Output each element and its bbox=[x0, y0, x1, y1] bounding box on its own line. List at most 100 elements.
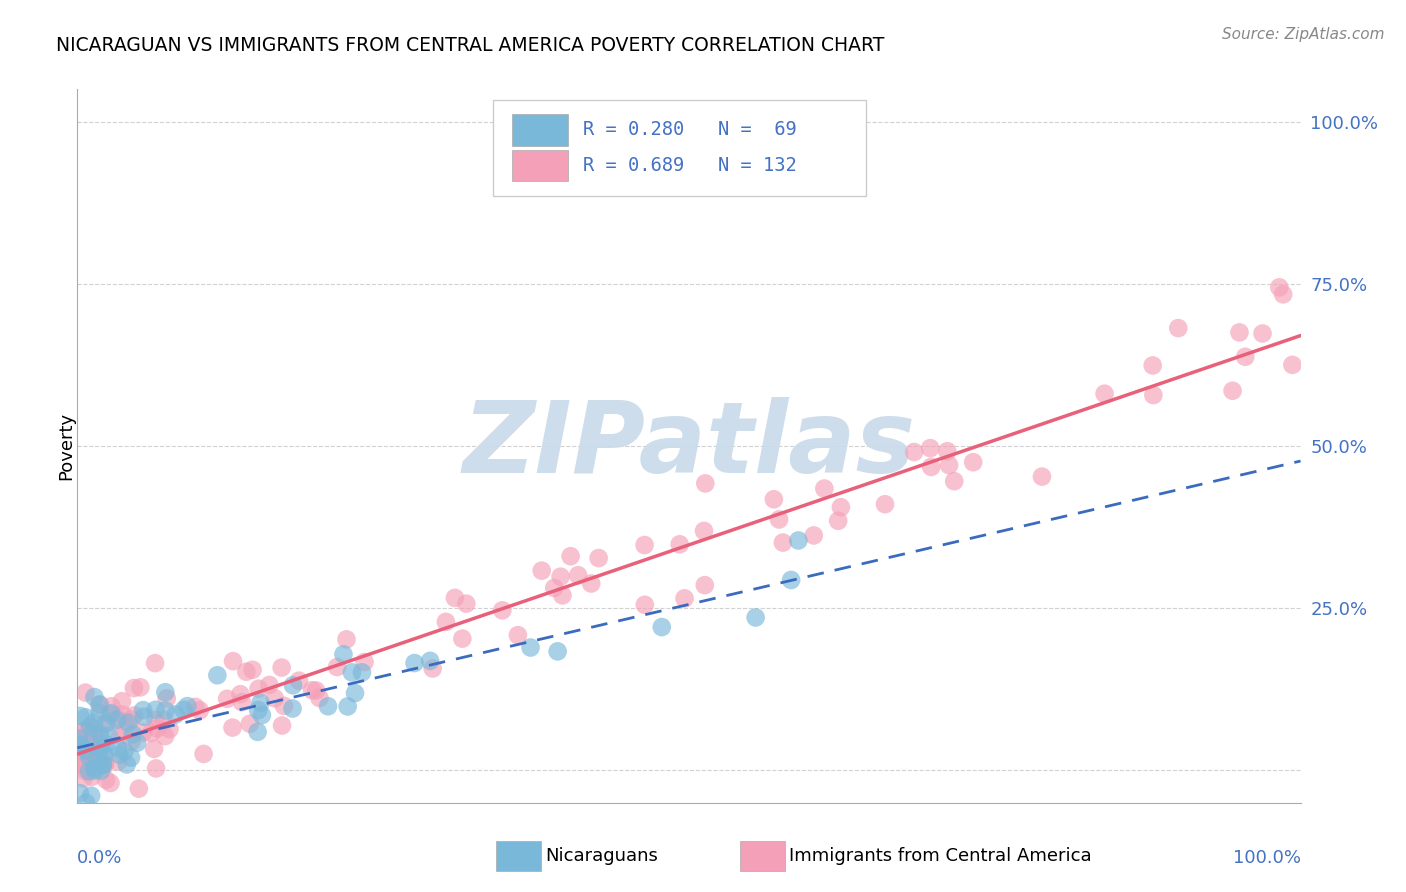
Point bbox=[247, 703, 270, 717]
Point bbox=[903, 445, 925, 459]
Point bbox=[550, 570, 572, 584]
Point bbox=[69, 738, 91, 752]
Point bbox=[132, 725, 155, 739]
Point bbox=[69, 786, 91, 800]
Point bbox=[84, 742, 107, 756]
Point bbox=[350, 665, 373, 680]
Point bbox=[73, 723, 96, 738]
Point bbox=[122, 727, 145, 741]
Point bbox=[491, 603, 513, 617]
Point bbox=[336, 699, 359, 714]
Point bbox=[176, 699, 198, 714]
Point bbox=[456, 597, 478, 611]
Point bbox=[695, 476, 717, 491]
Point bbox=[129, 681, 152, 695]
Point bbox=[250, 708, 273, 723]
Point bbox=[155, 685, 177, 699]
Point bbox=[67, 741, 90, 756]
Point bbox=[82, 725, 104, 739]
Point bbox=[451, 632, 474, 646]
Point bbox=[270, 660, 292, 674]
Point bbox=[335, 632, 357, 647]
Point bbox=[263, 691, 285, 706]
Point bbox=[673, 591, 696, 606]
Point bbox=[229, 687, 252, 701]
Point bbox=[120, 713, 142, 727]
Point bbox=[288, 673, 311, 688]
Text: R = 0.280   N =  69: R = 0.280 N = 69 bbox=[582, 120, 796, 139]
Point bbox=[75, 710, 97, 724]
FancyBboxPatch shape bbox=[496, 841, 541, 871]
Point bbox=[519, 640, 541, 655]
Point bbox=[94, 757, 117, 772]
Point bbox=[122, 708, 145, 723]
Point bbox=[111, 694, 134, 708]
Point bbox=[242, 663, 264, 677]
Point bbox=[1281, 358, 1303, 372]
Point bbox=[551, 588, 574, 602]
Point bbox=[693, 578, 716, 592]
Point bbox=[422, 661, 444, 675]
Point bbox=[962, 455, 984, 469]
Point bbox=[77, 750, 100, 764]
Point bbox=[744, 610, 766, 624]
Point bbox=[107, 755, 129, 769]
Point bbox=[404, 656, 426, 670]
Text: R = 0.689   N = 132: R = 0.689 N = 132 bbox=[582, 156, 796, 175]
Point bbox=[72, 772, 94, 786]
Point bbox=[67, 756, 90, 770]
Point bbox=[530, 564, 553, 578]
Point bbox=[1094, 386, 1116, 401]
Point bbox=[1167, 321, 1189, 335]
Point bbox=[165, 707, 187, 722]
Point bbox=[83, 715, 105, 730]
Point bbox=[668, 537, 690, 551]
Point bbox=[222, 654, 245, 668]
Point bbox=[125, 736, 148, 750]
Point bbox=[72, 739, 94, 753]
Point bbox=[69, 732, 91, 747]
Point bbox=[69, 709, 91, 723]
Point bbox=[84, 764, 107, 778]
Point bbox=[80, 747, 103, 762]
Point bbox=[506, 628, 529, 642]
Point bbox=[146, 722, 169, 736]
Point bbox=[89, 706, 111, 721]
Point bbox=[67, 758, 90, 772]
Point bbox=[80, 752, 103, 766]
Point bbox=[76, 744, 98, 758]
Point bbox=[419, 654, 441, 668]
Point bbox=[1229, 326, 1251, 340]
Point bbox=[184, 699, 207, 714]
Point bbox=[91, 758, 114, 772]
Point bbox=[830, 500, 852, 515]
Text: Nicaraguans: Nicaraguans bbox=[546, 847, 658, 865]
Point bbox=[326, 660, 349, 674]
Point bbox=[128, 781, 150, 796]
Point bbox=[90, 753, 112, 767]
Point bbox=[780, 573, 803, 587]
Point bbox=[114, 744, 136, 758]
Point bbox=[332, 648, 354, 662]
Point bbox=[76, 754, 98, 768]
Point bbox=[813, 482, 835, 496]
Point bbox=[231, 695, 253, 709]
Point bbox=[651, 620, 673, 634]
Point bbox=[259, 678, 281, 692]
Point bbox=[588, 551, 610, 566]
Point bbox=[873, 497, 896, 511]
Point bbox=[543, 581, 565, 595]
Point bbox=[93, 757, 115, 772]
Point bbox=[100, 776, 122, 790]
Point bbox=[207, 668, 229, 682]
Point bbox=[239, 716, 262, 731]
Point bbox=[89, 728, 111, 742]
Point bbox=[155, 704, 177, 718]
Point bbox=[79, 719, 101, 733]
Point bbox=[567, 568, 589, 582]
Point bbox=[132, 703, 155, 717]
Point bbox=[115, 757, 138, 772]
Point bbox=[1234, 350, 1257, 364]
Point bbox=[173, 703, 195, 717]
Point bbox=[77, 724, 100, 739]
